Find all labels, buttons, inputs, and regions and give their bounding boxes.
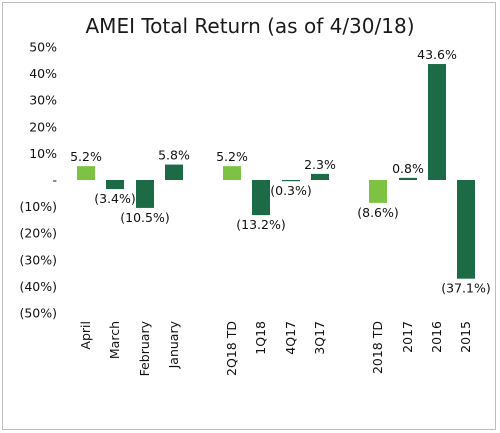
data-label: (3.4%) (94, 191, 136, 206)
category-label: 2018 TD (370, 321, 385, 374)
bar-1q18 (252, 180, 270, 216)
bar-march (106, 180, 124, 190)
data-label: (10.5%) (120, 210, 169, 225)
category-label: 2016 (429, 321, 444, 353)
y-tick-label: 50% (29, 40, 57, 55)
data-label: 0.8% (392, 161, 424, 176)
bar-2q18-td (223, 166, 241, 180)
y-tick-label: 40% (29, 66, 57, 81)
y-tick-label: - (52, 173, 57, 188)
data-labels: 5.2% (3.4%) (10.5%) 5.8% 5.2% (13.2%) (0.3%) 2.… (70, 47, 491, 296)
y-tick-label: (20%) (19, 226, 57, 241)
bar-2015 (457, 180, 475, 279)
data-label: (0.3%) (270, 183, 312, 198)
bar-2017 (399, 177, 417, 180)
y-tick-label: (50%) (19, 306, 57, 321)
data-label: (8.6%) (357, 205, 399, 220)
y-tick-label: 10% (29, 146, 57, 161)
y-axis: 50% 40% 30% 20% 10% - (10%) (20%) (30%) (40%) (50%… (19, 40, 57, 321)
y-tick-label: (10%) (19, 199, 57, 214)
y-tick-label: (30%) (19, 252, 57, 267)
y-tick-label: (40%) (19, 279, 57, 294)
bar-2016 (428, 64, 446, 180)
data-label: 5.2% (70, 149, 102, 164)
data-label: (13.2%) (236, 217, 285, 232)
category-label: March (107, 321, 122, 359)
category-labels: April March February January 2Q18 TD 1Q18 4Q17… (78, 320, 473, 376)
category-label: 2Q18 TD (224, 321, 239, 376)
y-tick-label: 30% (29, 93, 57, 108)
category-label: 3Q17 (312, 321, 327, 355)
bar-april (77, 166, 95, 180)
y-tick-label: 20% (29, 119, 57, 134)
category-label: February (137, 320, 152, 376)
data-label: (37.1%) (441, 281, 490, 296)
chart-title: AMEI Total Return (as of 4/30/18) (86, 14, 415, 38)
bar-january (165, 164, 183, 180)
bar-4q17 (282, 180, 300, 182)
category-label: 4Q17 (283, 321, 298, 355)
data-label: 5.8% (158, 148, 190, 163)
category-label: 2017 (400, 321, 415, 353)
bar-3q17 (311, 173, 329, 180)
category-label: 2015 (458, 321, 473, 353)
bars (77, 64, 475, 279)
bar-2018-td (369, 180, 387, 203)
data-label: 2.3% (304, 157, 336, 172)
category-label: 1Q18 (253, 321, 268, 355)
data-label: 5.2% (216, 149, 248, 164)
chart-frame (2, 2, 496, 430)
bar-february (136, 180, 154, 208)
category-label: January (166, 320, 181, 369)
data-label: 43.6% (417, 47, 457, 62)
category-label: April (78, 321, 93, 350)
